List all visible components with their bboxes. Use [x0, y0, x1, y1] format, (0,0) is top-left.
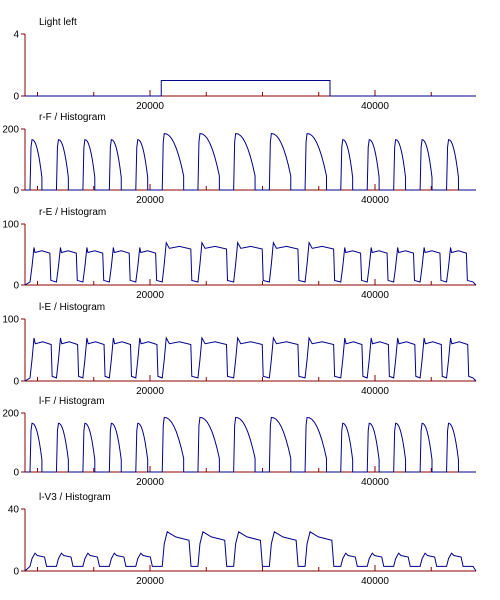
y-tick-label: 100: [2, 220, 19, 231]
y-tick-label: 40: [8, 505, 20, 516]
series-trace: [24, 531, 477, 572]
y-tick-label: 0: [13, 377, 19, 388]
y-tick-label: 200: [2, 125, 19, 136]
x-tick-label: 40000: [361, 290, 389, 301]
x-tick-label: 20000: [136, 477, 164, 488]
series-trace: [25, 80, 476, 97]
chart-title: r-F / Histogram: [39, 112, 106, 123]
x-tick-label: 40000: [361, 477, 389, 488]
chart-title: r-E / Histogram: [39, 207, 106, 218]
series-trace: [24, 336, 477, 382]
series-trace: [24, 240, 477, 286]
x-tick-label: 40000: [361, 101, 389, 112]
x-tick-label: 40000: [361, 195, 389, 206]
y-tick-label: 4: [13, 30, 19, 41]
x-tick-label: 20000: [136, 576, 164, 587]
x-tick-label: 40000: [361, 576, 389, 587]
chart-title: Light left: [39, 17, 77, 28]
x-tick-label: 20000: [136, 101, 164, 112]
chart-title: l-V3 / Histogram: [39, 492, 111, 503]
y-tick-label: 200: [2, 409, 19, 420]
y-tick-label: 0: [13, 567, 19, 578]
x-tick-label: 20000: [136, 290, 164, 301]
y-tick-label: 0: [13, 468, 19, 479]
y-tick-label: 0: [13, 186, 19, 197]
chart-title: l-E / Histogram: [39, 302, 105, 313]
x-tick-label: 20000: [136, 386, 164, 397]
x-tick-label: 40000: [361, 386, 389, 397]
y-tick-label: 0: [13, 281, 19, 292]
y-tick-label: 100: [2, 315, 19, 326]
y-tick-label: 0: [13, 92, 19, 103]
chart-title: l-F / Histogram: [39, 396, 105, 407]
series-trace: [25, 132, 476, 191]
series-trace: [25, 416, 476, 473]
x-tick-label: 20000: [136, 195, 164, 206]
